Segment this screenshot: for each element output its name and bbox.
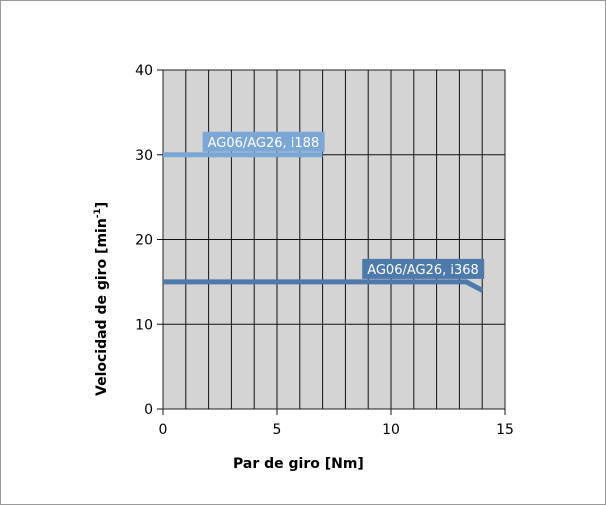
y-tick-label: 0 [144,402,153,418]
y-tick-label: 40 [135,63,153,79]
y-tick-label: 30 [135,148,153,164]
grid [163,70,505,409]
series-label-1: AG06/AG26, i188 [202,131,325,152]
y-tick-label: 10 [135,317,153,333]
series-label-box [202,131,325,152]
x-tick-label: 0 [159,422,168,438]
y-axis-title-end: ] [94,202,110,208]
series-label-text: AG06/AG26, i368 [367,263,479,278]
x-tick-label: 10 [382,422,400,438]
y-axis-title-superscript: -1 [93,208,103,218]
x-axis-title: Par de giro [Nm] [233,456,364,472]
series-line-2 [163,279,484,293]
y-tick-label: 20 [135,233,153,249]
y-axis-title: Velocidad de giro [min-1] [93,202,110,396]
x-tick-label: 15 [496,422,514,438]
x-tick-label: 5 [273,422,282,438]
tick-labels: 0 5 10 15 0 10 20 30 40 [135,63,514,438]
series-layer: AG06/AG26, i188 AG06/AG26, i368 [163,131,485,293]
series-label-2: AG06/AG26, i368 [362,258,485,279]
series-label-box [362,258,485,279]
series-label-text: AG06/AG26, i188 [208,136,320,151]
